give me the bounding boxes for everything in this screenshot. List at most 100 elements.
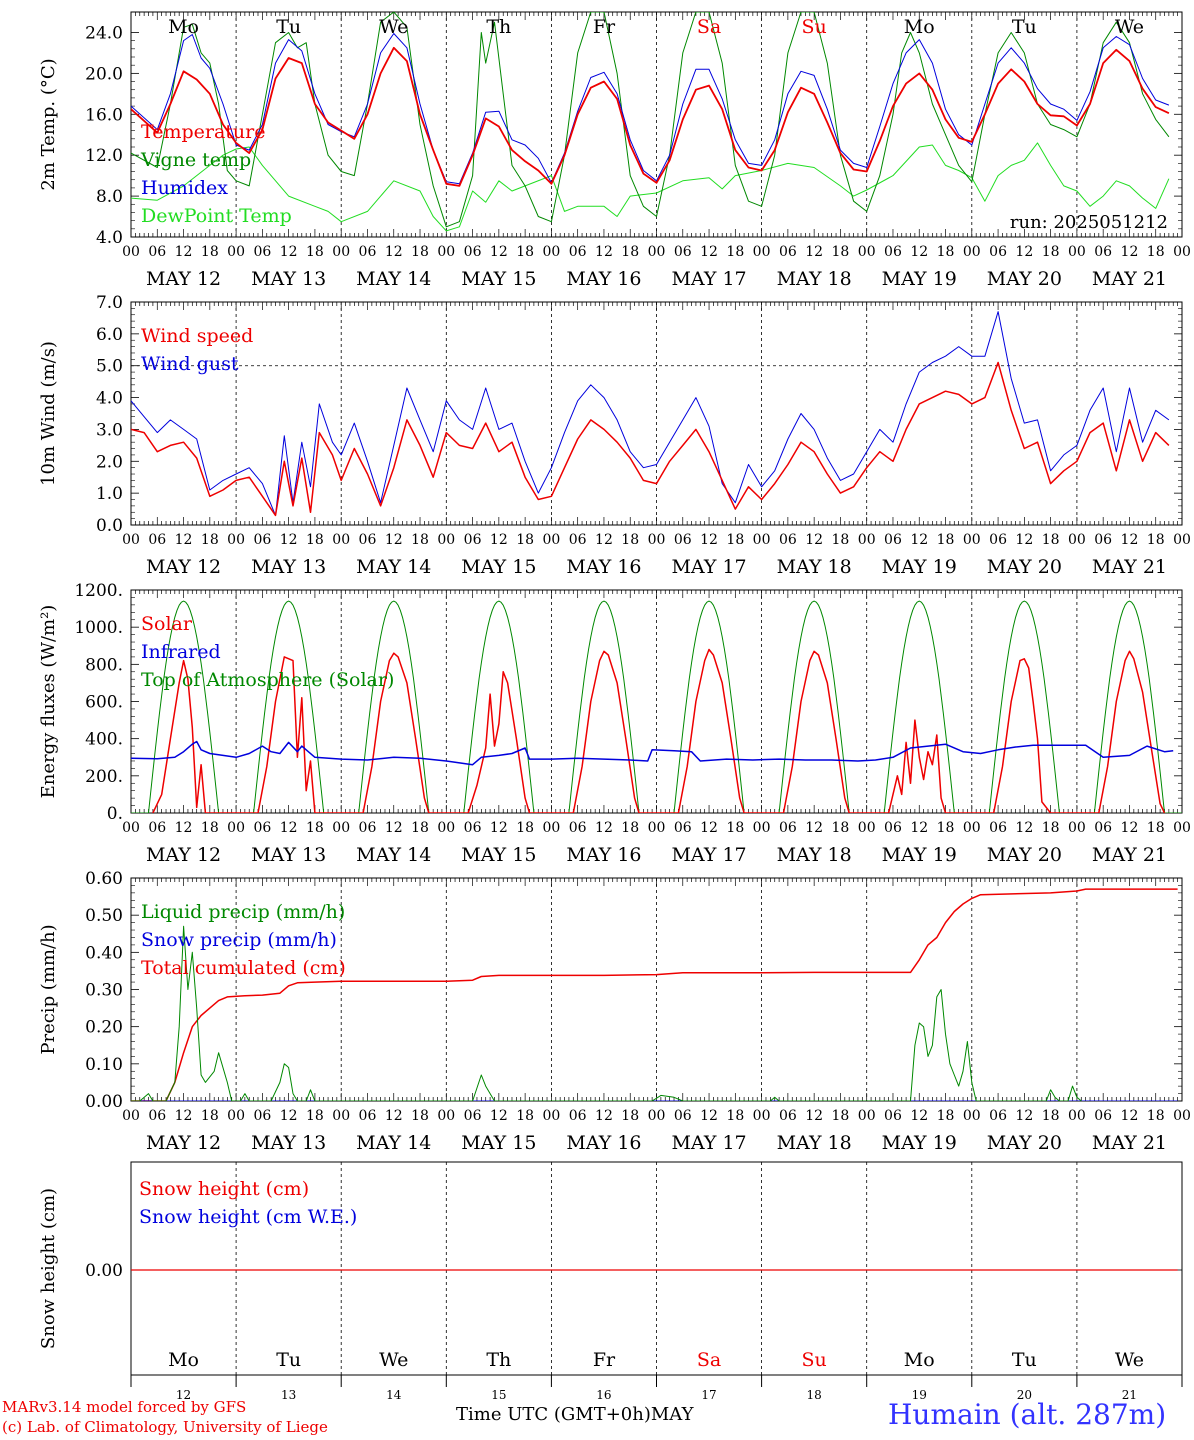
hour-tick-label: 12 [1015, 244, 1033, 260]
hour-tick-label: 06 [779, 532, 797, 548]
hour-tick-label: 06 [569, 244, 587, 260]
date-label: MAY 12 [146, 844, 221, 866]
hour-tick-label: 12 [805, 1108, 823, 1124]
hour-tick-label: 12 [700, 532, 718, 548]
y-tick-label: 2.0 [96, 452, 123, 472]
date-label: MAY 15 [461, 556, 536, 578]
series-line-2 [131, 33, 1170, 185]
series-group [131, 311, 1170, 517]
y-tick-label: 0.0 [96, 516, 123, 536]
hour-tick-label: 18 [621, 820, 639, 836]
hour-tick-label: 00 [332, 532, 350, 548]
hour-tick-label: 18 [1042, 532, 1060, 548]
legend-entry: Wind gust [141, 353, 239, 375]
hour-tick-label: 12 [175, 820, 193, 836]
date-label: MAY 20 [987, 268, 1062, 290]
panel-4 [130, 877, 1183, 1102]
hour-tick-label: 06 [1094, 820, 1112, 836]
hour-tick-label: 12 [805, 244, 823, 260]
hour-tick-label: 12 [280, 244, 298, 260]
hour-tick-label: 06 [674, 820, 692, 836]
y-tick-label: 0.40 [85, 943, 123, 963]
hour-tick-label: 18 [306, 532, 324, 548]
y-tick-label: 0.60 [85, 869, 123, 889]
y-tick-label: 600. [85, 693, 123, 713]
hour-tick-label: 06 [253, 532, 271, 548]
y-tick-label: 3.0 [96, 420, 123, 440]
date-label: MAY 18 [777, 268, 852, 290]
hour-tick-label: 12 [700, 1108, 718, 1124]
hour-tick-label: 06 [884, 820, 902, 836]
hour-tick-label: 00 [227, 820, 245, 836]
y-tick-label: 800. [85, 655, 123, 675]
y-axis-label: Precip (mm/h) [38, 924, 59, 1054]
hour-tick-label: 06 [779, 820, 797, 836]
date-label: MAY 14 [356, 556, 431, 578]
legend-entry: DewPoint Temp [141, 205, 292, 227]
hour-tick-label: 18 [516, 532, 534, 548]
hour-tick-label: 00 [963, 532, 981, 548]
date-label: MAY 19 [882, 268, 957, 290]
weekday-label-top: Tu [276, 16, 301, 38]
hour-tick-label: 00 [753, 1108, 771, 1124]
hour-tick-label: 12 [175, 1108, 193, 1124]
panel-3 [130, 589, 1183, 814]
y-tick-label: 4.0 [96, 389, 123, 409]
date-label: MAY 13 [251, 268, 326, 290]
credit-line-lab: (c) Lab. of Climatology, University of L… [2, 1418, 328, 1436]
hour-tick-label: 12 [385, 1108, 403, 1124]
day-number-label: 19 [912, 1388, 927, 1402]
hour-tick-label: 06 [779, 1108, 797, 1124]
hour-tick-label: 12 [595, 244, 613, 260]
hour-tick-label: 18 [937, 532, 955, 548]
date-label: MAY 12 [146, 556, 221, 578]
hour-tick-label: 18 [937, 244, 955, 260]
date-label: MAY 13 [251, 844, 326, 866]
weekday-label-top: Tu [1012, 16, 1037, 38]
date-label: MAY 16 [566, 1132, 641, 1154]
hour-tick-label: 00 [1068, 532, 1086, 548]
date-label: MAY 19 [882, 844, 957, 866]
hour-tick-label: 18 [1042, 1108, 1060, 1124]
hour-tick-label: 18 [1042, 244, 1060, 260]
date-label: MAY 20 [987, 844, 1062, 866]
hour-tick-label: 12 [595, 1108, 613, 1124]
hour-tick-label: 06 [148, 244, 166, 260]
hour-tick-label: 18 [621, 532, 639, 548]
hour-tick-label: 18 [411, 244, 429, 260]
hour-tick-label: 12 [910, 820, 928, 836]
weekday-label-bottom: Su [802, 1349, 827, 1371]
series-line-1 [131, 311, 1170, 516]
hour-tick-label: 18 [726, 532, 744, 548]
hour-tick-label: 00 [122, 1108, 140, 1124]
hour-tick-label: 06 [464, 1108, 482, 1124]
y-axis-label: 10m Wind (m/s) [38, 341, 59, 486]
legend-entry: Wind speed [141, 325, 253, 347]
series-group [131, 600, 1182, 813]
hour-tick-label: 06 [884, 1108, 902, 1124]
day-number-label: 15 [491, 1388, 506, 1402]
y-tick-label: 200. [85, 767, 123, 787]
hour-tick-label: 18 [1147, 244, 1165, 260]
weekday-label-top: We [1115, 16, 1144, 38]
series-line-0 [131, 361, 1170, 517]
hour-tick-label: 00 [122, 244, 140, 260]
hour-tick-label: 12 [910, 532, 928, 548]
hour-tick-label: 00 [648, 1108, 666, 1124]
date-label: MAY 16 [566, 268, 641, 290]
date-label: MAY 16 [566, 844, 641, 866]
hour-tick-label: 18 [1042, 820, 1060, 836]
weekday-label-top: We [379, 16, 408, 38]
hour-tick-label: 00 [963, 1108, 981, 1124]
legend-entry: Humidex [141, 177, 228, 199]
hour-tick-label: 06 [989, 1108, 1007, 1124]
hour-tick-label: 12 [700, 244, 718, 260]
hour-tick-label: 00 [1173, 820, 1191, 836]
date-label: MAY 21 [1092, 1132, 1167, 1154]
y-tick-label: 20.0 [85, 64, 123, 84]
hour-tick-label: 06 [359, 820, 377, 836]
hour-tick-label: 06 [674, 1108, 692, 1124]
hour-tick-label: 06 [989, 820, 1007, 836]
date-label: MAY 15 [461, 268, 536, 290]
hour-tick-label: 06 [884, 532, 902, 548]
